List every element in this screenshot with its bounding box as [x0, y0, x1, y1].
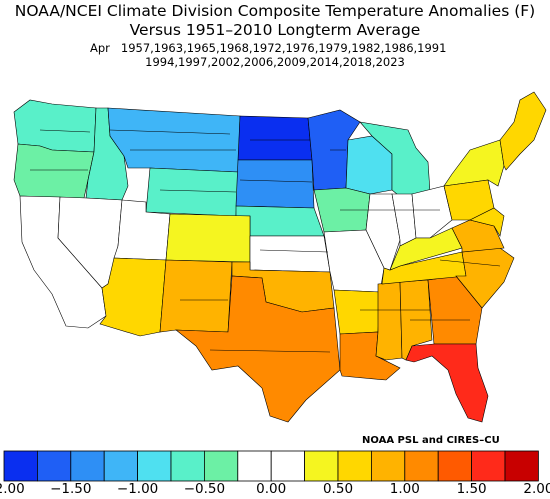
climate-region-wyoming: [145, 167, 239, 217]
climate-region-texas: [175, 275, 341, 423]
division-line: [109, 129, 231, 135]
climate-region-north-dakota: [237, 115, 313, 161]
legend-cell: [337, 450, 372, 482]
climate-region-arkansas: [333, 289, 381, 335]
legend-cell: [471, 450, 506, 482]
map-title: NOAA/NCEI Climate Division Composite Tem…: [14, 2, 536, 20]
division-boundaries: [30, 129, 501, 353]
legend-cell: [137, 450, 172, 482]
climate-region-kansas: [249, 235, 331, 273]
credit-label: NOAA PSL and CIRES–CU: [362, 435, 500, 446]
legend-tick-label: 1.50: [456, 481, 487, 497]
climate-region-mid-atlantic: [469, 207, 505, 237]
legend-cell: [404, 450, 439, 482]
legend-cell: [203, 450, 239, 482]
legend-tick-label: −1.50: [50, 481, 92, 497]
legend-tick-label: 2.00: [523, 481, 550, 497]
legend-tick-label: 0.00: [256, 481, 287, 497]
color-legend: [3, 450, 539, 482]
legend-tick-label: 1.00: [389, 481, 420, 497]
composite-years-1: 1957,1963,1965,1968,1972,1976,1979,1982,…: [120, 41, 447, 55]
legend-cell: [304, 450, 339, 482]
climate-region-montana: [107, 107, 241, 173]
climate-region-new-mexico: [159, 259, 233, 333]
climate-region-mississippi: [375, 281, 403, 361]
legend-tick-label: −2.00: [0, 481, 25, 497]
climate-region-florida: [405, 343, 489, 423]
legend-cell: [437, 450, 473, 482]
legend-cells: [3, 450, 539, 482]
legend-cell: [3, 450, 38, 482]
legend-cell: [103, 450, 138, 482]
legend-cell: [237, 450, 272, 482]
climate-region-colorado: [165, 213, 251, 263]
climate-region-ohio: [411, 185, 453, 239]
composite-years-line2: 1994,1997,2002,2006,2009,2014,2018,2023: [0, 55, 550, 69]
regions-layer: [13, 91, 547, 423]
legend-cell: [504, 450, 539, 482]
climate-region-kentucky: [389, 227, 463, 271]
division-line: [209, 349, 331, 353]
legend-cell: [70, 450, 105, 482]
division-line: [239, 179, 313, 183]
legend-tick-label: −0.50: [183, 481, 226, 497]
division-line: [39, 129, 91, 133]
legend-tick-label: 0.50: [322, 481, 354, 497]
composite-years-line1: Apr 1957,1963,1965,1968,1972,1976,1979,1…: [90, 41, 446, 55]
map-subtitle: Versus 1951–2010 Longterm Average: [129, 21, 421, 39]
legend-cell: [37, 450, 72, 482]
climate-region-new-york: [443, 139, 505, 187]
division-line: [159, 189, 237, 193]
climate-region-south-dakota: [235, 159, 315, 209]
legend-cell: [370, 450, 406, 482]
legend-cell: [170, 450, 205, 482]
us-climate-division-map: [13, 91, 547, 423]
composite-month: Apr: [90, 41, 110, 55]
legend-tick-label: −1.00: [116, 481, 159, 497]
climate-region-oregon: [13, 143, 95, 199]
division-line: [439, 259, 501, 267]
division-line: [259, 249, 329, 253]
climate-region-washington: [13, 99, 97, 153]
climate-region-new-england: [499, 91, 547, 171]
legend-cell: [270, 450, 306, 482]
composite-years-2: 1994,1997,2002,2006,2009,2014,2018,2023: [145, 55, 405, 69]
